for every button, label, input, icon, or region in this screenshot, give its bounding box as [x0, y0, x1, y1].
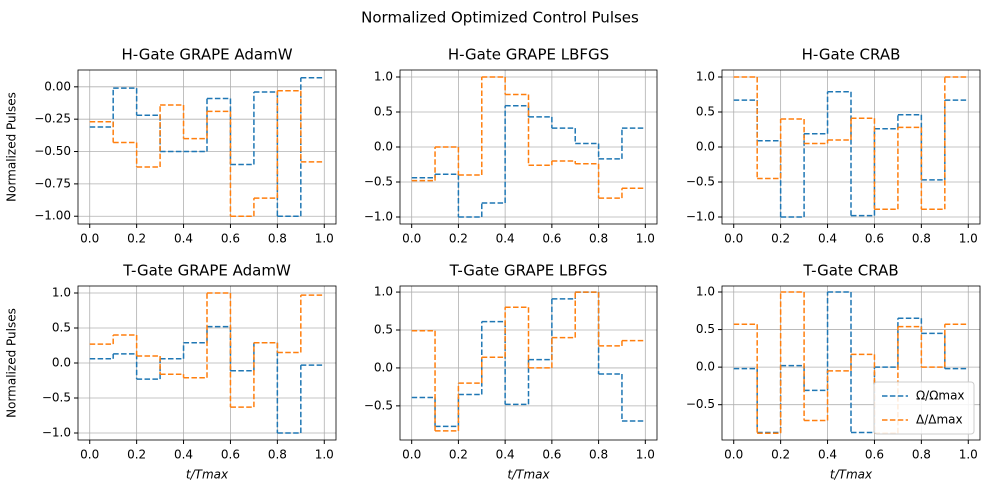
y-axis-label: Normalized Pulses — [5, 92, 19, 202]
x-tick-label: 0.8 — [268, 232, 287, 246]
y-tick-label: 1.0 — [696, 285, 715, 299]
x-tick-label: 1.0 — [636, 232, 655, 246]
y-tick-label: −0.5 — [686, 175, 715, 189]
x-tick-label: 1.0 — [959, 448, 978, 462]
x-tick-label: 0.0 — [80, 232, 99, 246]
legend-label: Ω/Ωmax — [916, 389, 965, 403]
y-tick-label: −1.00 — [34, 209, 71, 223]
y-tick-label: −0.5 — [364, 175, 393, 189]
x-tick-label: 0.2 — [127, 232, 146, 246]
y-tick-label: 0.5 — [52, 321, 71, 335]
x-tick-label: 0.0 — [80, 448, 99, 462]
x-axis-label: t/Tmax — [507, 468, 550, 482]
x-tick-label: 0.0 — [724, 448, 743, 462]
subplot-title: T-Gate CRAB — [802, 262, 898, 280]
x-axis-label: t/Tmax — [830, 468, 873, 482]
y-tick-label: 0.0 — [52, 356, 71, 370]
legend-box — [873, 381, 975, 435]
y-axis-label: Normalized Pulses — [5, 308, 19, 418]
x-tick-label: 0.2 — [127, 448, 146, 462]
y-tick-label: 0.5 — [374, 105, 393, 119]
subplot-title: H-Gate GRAPE LBFGS — [448, 46, 609, 64]
y-tick-label: 0.0 — [696, 360, 715, 374]
figure-title: Normalized Optimized Control Pulses — [361, 9, 639, 27]
y-tick-label: 0.00 — [44, 79, 71, 93]
x-tick-label: 0.4 — [818, 232, 837, 246]
axes-frame — [721, 69, 981, 225]
axes-frame — [77, 285, 337, 441]
y-tick-label: −0.5 — [364, 398, 393, 412]
x-tick-label: 0.0 — [402, 232, 421, 246]
y-tick-label: −0.75 — [34, 176, 71, 190]
x-tick-label: 1.0 — [636, 448, 655, 462]
axes-frame — [399, 285, 658, 441]
x-tick-label: 1.0 — [315, 232, 334, 246]
x-tick-label: 0.8 — [589, 232, 608, 246]
x-tick-label: 0.4 — [174, 448, 193, 462]
x-tick-label: 0.6 — [221, 448, 240, 462]
x-tick-label: 0.6 — [542, 232, 561, 246]
y-tick-label: −0.5 — [42, 391, 71, 405]
y-tick-label: 0.0 — [374, 360, 393, 374]
x-tick-label: 0.0 — [724, 232, 743, 246]
y-tick-label: 1.0 — [374, 285, 393, 299]
y-tick-label: 1.0 — [696, 70, 715, 84]
subplot-title: T-Gate GRAPE LBFGS — [449, 262, 608, 280]
y-tick-label: −0.50 — [34, 144, 71, 158]
x-tick-label: 0.2 — [449, 232, 468, 246]
x-tick-label: 1.0 — [959, 232, 978, 246]
x-axis-label: t/Tmax — [186, 468, 229, 482]
y-tick-label: −0.5 — [686, 397, 715, 411]
x-tick-label: 0.4 — [496, 232, 515, 246]
axes-frame — [77, 69, 337, 225]
y-tick-label: 0.5 — [696, 105, 715, 119]
x-tick-label: 0.6 — [221, 232, 240, 246]
x-tick-label: 0.4 — [818, 448, 837, 462]
x-tick-label: 0.2 — [771, 448, 790, 462]
x-tick-label: 0.8 — [912, 232, 931, 246]
y-tick-label: −1.0 — [42, 426, 71, 440]
subplot-title: H-Gate CRAB — [802, 46, 901, 64]
y-tick-label: −1.0 — [686, 210, 715, 224]
x-tick-label: 0.4 — [174, 232, 193, 246]
axes-frame — [399, 69, 658, 225]
y-tick-label: 0.5 — [696, 322, 715, 336]
y-tick-label: −1.0 — [364, 210, 393, 224]
x-tick-label: 0.6 — [865, 232, 884, 246]
x-tick-label: 0.6 — [542, 448, 561, 462]
y-tick-label: 0.0 — [696, 140, 715, 154]
y-tick-label: −0.25 — [34, 112, 71, 126]
x-tick-label: 1.0 — [315, 448, 334, 462]
x-tick-label: 0.8 — [268, 448, 287, 462]
subplot-title: H-Gate GRAPE AdamW — [121, 46, 292, 64]
x-tick-label: 0.2 — [449, 448, 468, 462]
x-tick-label: 0.8 — [912, 448, 931, 462]
x-tick-label: 0.4 — [496, 448, 515, 462]
axes-frame — [721, 285, 981, 441]
legend-label: Δ/Δmax — [916, 413, 963, 427]
x-tick-label: 0.6 — [865, 448, 884, 462]
x-tick-label: 0.0 — [402, 448, 421, 462]
y-tick-label: 1.0 — [52, 286, 71, 300]
y-tick-label: 0.5 — [374, 323, 393, 337]
x-tick-label: 0.2 — [771, 232, 790, 246]
y-tick-label: 1.0 — [374, 70, 393, 84]
subplot-title: T-Gate GRAPE AdamW — [122, 262, 291, 280]
y-tick-label: 0.0 — [374, 140, 393, 154]
x-tick-label: 0.8 — [589, 448, 608, 462]
